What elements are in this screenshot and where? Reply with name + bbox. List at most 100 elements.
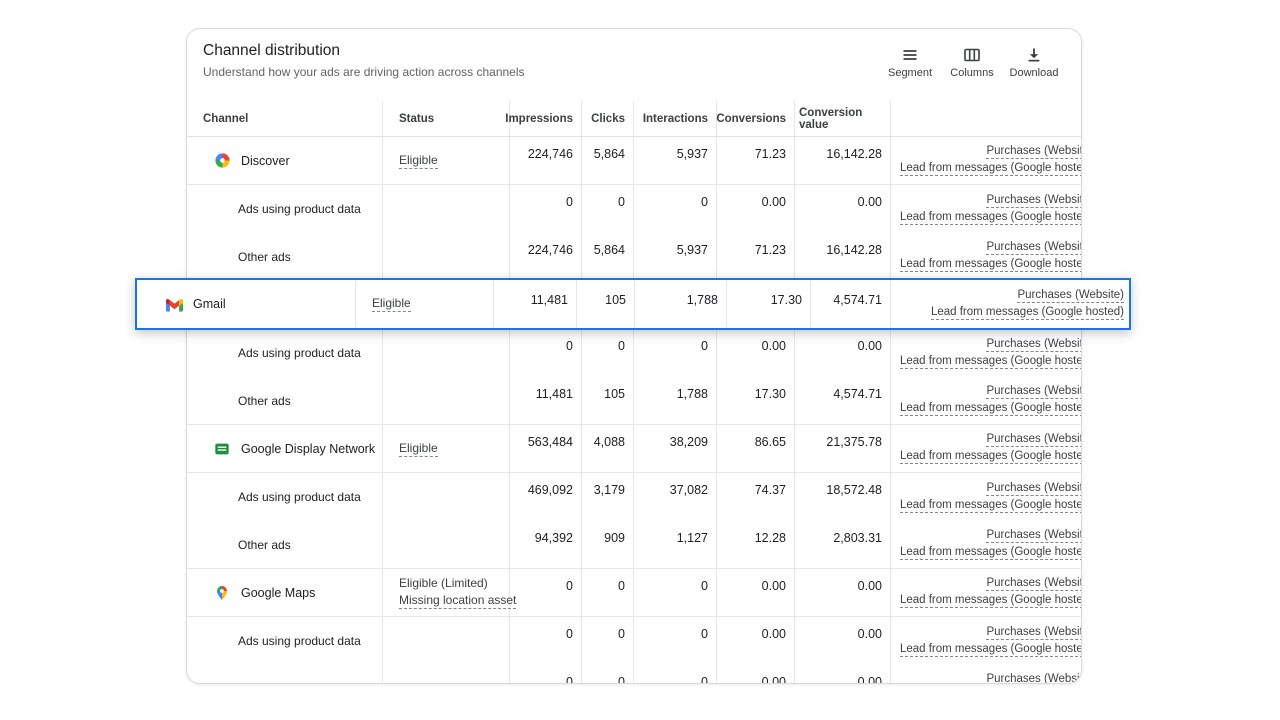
conversion-actions-cell: Purchases (Website) Lead from messages (… — [891, 665, 1081, 683]
conversion-action-link[interactable]: Lead from messages (Google hosted) — [899, 162, 1081, 176]
clicks-cell: 3,179 — [582, 473, 634, 521]
clicks-cell: 909 — [582, 521, 634, 568]
conversion-value-cell: 4,574.71 — [795, 377, 891, 424]
channel-cell: Ads using product data — [187, 617, 383, 665]
conversion-value-cell: 0.00 — [795, 185, 891, 233]
download-label: Download — [1009, 67, 1059, 79]
conversion-action-link[interactable]: Purchases (Website) — [986, 673, 1081, 683]
conversion-action-link[interactable]: Lead from messages (Google hosted) — [899, 402, 1081, 416]
status-detail-link[interactable]: Missing location asset — [399, 593, 517, 609]
column-header-conversion-actions — [891, 101, 1081, 136]
impressions-cell: 0 — [510, 329, 582, 377]
conversion-action-link[interactable]: Purchases (Website) — [986, 529, 1081, 543]
download-button[interactable]: Download — [1005, 44, 1063, 81]
conversion-actions-cell: Purchases (Website) Lead from messages (… — [891, 617, 1081, 665]
sub-row-label: Other ads — [238, 682, 291, 684]
interactions-cell: 0 — [634, 665, 717, 683]
page-subtitle: Understand how your ads are driving acti… — [203, 65, 525, 79]
column-header-channel[interactable]: Channel — [187, 101, 383, 136]
clicks-cell: 105 — [582, 377, 634, 424]
column-header-clicks[interactable]: Clicks — [582, 101, 634, 136]
conversion-action-link[interactable]: Lead from messages (Google hosted) — [930, 305, 1124, 320]
conversion-value-cell: 0.00 — [795, 329, 891, 377]
column-header-impressions[interactable]: Impressions — [505, 101, 582, 136]
conversion-action-link[interactable]: Purchases (Website) — [986, 482, 1081, 496]
conversion-action-link[interactable]: Lead from messages (Google hosted) — [899, 499, 1081, 513]
conversion-action-link[interactable]: Purchases (Website) — [1017, 288, 1124, 303]
conversion-action-link[interactable]: Purchases (Website) — [986, 433, 1081, 447]
conversion-value-cell: 16,142.28 — [795, 233, 891, 280]
interactions-cell: 38,209 — [634, 425, 717, 472]
interactions-cell: 1,788 — [634, 377, 717, 424]
channel-cell: Other ads — [187, 377, 383, 424]
segment-button[interactable]: Segment — [881, 44, 939, 81]
table-row-google-maps: Google Maps Eligible (Limited) Missing l… — [187, 569, 1081, 617]
column-header-conversion-value[interactable]: Conversion value — [795, 101, 891, 136]
conversion-value-cell: 0.00 — [795, 665, 891, 683]
column-header-status[interactable]: Status — [383, 101, 510, 136]
gmail-row-highlighted[interactable]: Gmail Eligible 11,481 105 1,788 17.30 4,… — [135, 278, 1131, 330]
status-text[interactable]: Eligible — [399, 440, 438, 457]
conversion-action-link[interactable]: Purchases (Website) — [986, 145, 1081, 159]
channel-cell: Ads using product data — [187, 329, 383, 377]
conversions-cell: 17.30 — [727, 280, 811, 328]
status-cell: Eligible — [383, 137, 510, 184]
status-cell: Eligible — [356, 280, 494, 328]
conversion-action-link[interactable]: Lead from messages (Google hosted) — [899, 355, 1081, 369]
sub-row-ads-using-product-data: Ads using product data 469,092 3,179 37,… — [187, 473, 1081, 521]
clicks-cell: 5,864 — [582, 233, 634, 280]
sub-row-label: Ads using product data — [238, 634, 361, 648]
download-icon — [1025, 46, 1043, 64]
conversion-action-link[interactable]: Lead from messages (Google hosted) — [899, 594, 1081, 608]
conversion-action-link[interactable]: Purchases (Website) — [986, 194, 1081, 208]
sub-row-ads-using-product-data: Ads using product data 0 0 0 0.00 0.00 P… — [187, 185, 1081, 233]
page-title: Channel distribution — [203, 42, 341, 59]
card-header: Channel distribution Understand how your… — [187, 29, 1081, 101]
channel-name: Google Display Network — [241, 441, 376, 456]
conversion-action-link[interactable]: Purchases (Website) — [986, 385, 1081, 399]
conversion-action-link[interactable]: Lead from messages (Google hosted) — [899, 450, 1081, 464]
conversion-action-link[interactable]: Purchases (Website) — [986, 241, 1081, 255]
conversion-action-link[interactable]: Lead from messages (Google hosted) — [899, 258, 1081, 272]
conversion-value-cell: 16,142.28 — [795, 137, 891, 184]
segment-label: Segment — [887, 67, 933, 79]
conversion-value-cell: 18,572.48 — [795, 473, 891, 521]
channel-table: Channel Status Impressions Clicks Intera… — [187, 101, 1081, 684]
conversion-action-link[interactable]: Lead from messages (Google hosted) — [899, 546, 1081, 560]
status-cell — [383, 521, 510, 568]
clicks-cell: 0 — [582, 665, 634, 683]
conversion-value-cell: 2,803.31 — [795, 521, 891, 568]
column-header-conversions[interactable]: Conversions — [716, 101, 795, 136]
impressions-cell: 469,092 — [510, 473, 582, 521]
channel-cell: Ads using product data — [187, 185, 383, 233]
status-cell: Eligible (Limited) Missing location asse… — [383, 569, 517, 616]
conversions-cell: 86.65 — [717, 425, 795, 472]
conversion-actions-cell: Purchases (Website) Lead from messages (… — [891, 425, 1081, 472]
status-cell — [383, 473, 510, 521]
conversions-cell: 17.30 — [717, 377, 795, 424]
sub-row-label: Other ads — [238, 393, 291, 408]
conversion-value-cell: 4,574.71 — [811, 280, 891, 328]
columns-button[interactable]: Columns — [943, 44, 1001, 81]
conversion-action-link[interactable]: Purchases (Website) — [986, 626, 1081, 640]
sub-row-other-ads: Other ads 0 0 0 0.00 0.00 Purchases (Web… — [187, 665, 1081, 684]
clicks-cell: 0 — [582, 569, 634, 616]
column-header-interactions[interactable]: Interactions — [634, 101, 717, 136]
conversions-cell: 74.37 — [717, 473, 795, 521]
conversion-action-link[interactable]: Purchases (Website) — [986, 577, 1081, 591]
channel-cell: Other ads — [187, 233, 383, 280]
conversion-actions-cell: Purchases (Website) Lead from messages (… — [891, 137, 1081, 184]
status-cell: Eligible — [383, 425, 510, 472]
channel-cell: Other ads — [187, 521, 383, 568]
conversions-cell: 71.23 — [717, 233, 795, 280]
conversion-action-link[interactable]: Purchases (Website) — [986, 338, 1081, 352]
conversion-action-link[interactable]: Lead from messages (Google hosted) — [899, 643, 1081, 657]
table-row-discover: Discover Eligible 224,746 5,864 5,937 71… — [187, 137, 1081, 185]
clicks-cell: 5,864 — [582, 137, 634, 184]
status-text[interactable]: Eligible — [372, 296, 411, 312]
conversion-actions-cell: Purchases (Website) Lead from messages (… — [891, 473, 1081, 521]
status-cell — [383, 665, 510, 683]
status-text[interactable]: Eligible — [399, 152, 438, 169]
interactions-cell: 5,937 — [634, 233, 717, 280]
conversion-action-link[interactable]: Lead from messages (Google hosted) — [899, 211, 1081, 225]
